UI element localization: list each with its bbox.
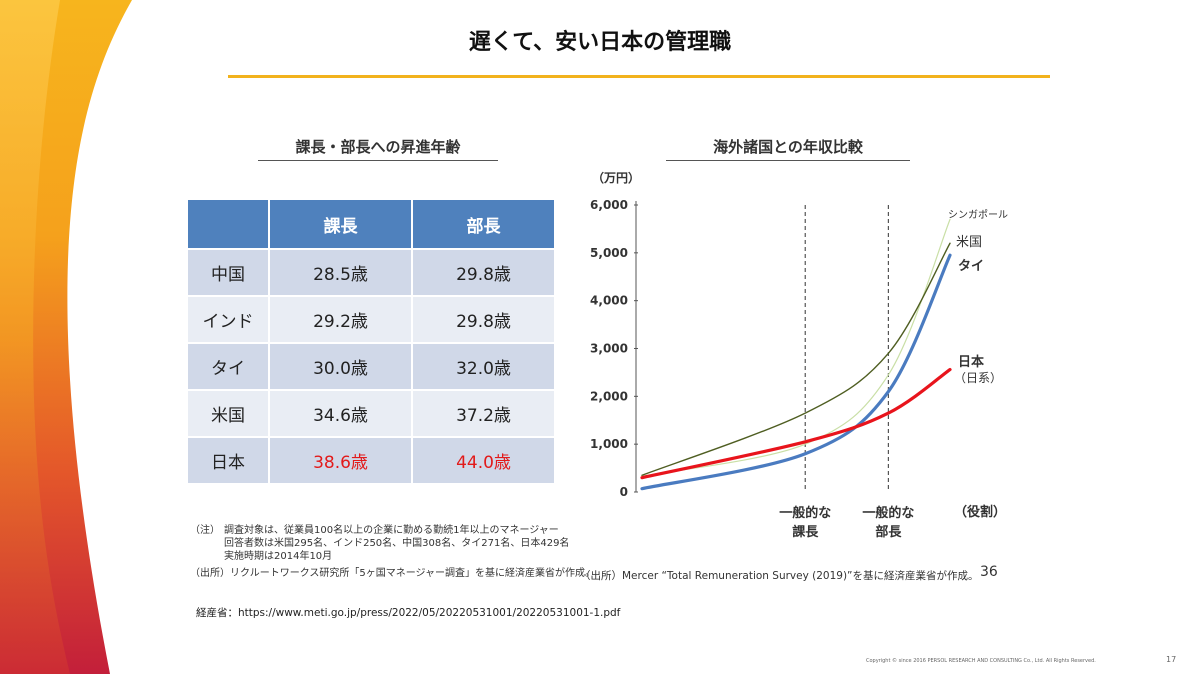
copyright-notice: Copyright © since 2016 PERSOL RESEARCH A… bbox=[866, 658, 1096, 664]
page-number: 17 bbox=[1166, 655, 1177, 664]
kacho-age-cell: 30.0歳 bbox=[268, 342, 413, 391]
series-label: タイ bbox=[958, 259, 984, 274]
page-title: 遅くて、安い日本の管理職 bbox=[468, 30, 732, 55]
table-header-kacho: 課長 bbox=[268, 198, 413, 250]
series-line bbox=[640, 367, 952, 480]
role-marker-label: 一般的な bbox=[862, 505, 914, 521]
right-source: （出所）Mercer “Total Remuneration Survey (2… bbox=[580, 570, 979, 582]
chart-unit-label: （万円） bbox=[592, 170, 640, 185]
series-label: 米国 bbox=[956, 235, 982, 250]
y-tick-label: 3,000 bbox=[590, 342, 628, 356]
role-marker-label: 一般的な bbox=[779, 505, 831, 521]
salary-comparison-chart: （万円） 6,000 5,000 4,000 3,000 2,000 1,000 0 一般的… bbox=[590, 170, 1008, 540]
country-cell: インド bbox=[186, 295, 270, 344]
bucho-age-cell: 29.8歳 bbox=[411, 248, 556, 297]
promotion-age-table: 課長 部長 中国 28.5歳 29.8歳 インド 29.2歳 29.8歳 タイ … bbox=[186, 198, 556, 485]
note-line-3: 実施時期は2014年10月 bbox=[224, 551, 333, 562]
slide-reference-number: 36 bbox=[980, 564, 998, 580]
table-header-blank bbox=[186, 198, 270, 250]
country-cell: 中国 bbox=[186, 248, 270, 297]
y-tick-label: 5,000 bbox=[590, 246, 628, 260]
table-row: 中国 28.5歳 29.8歳 bbox=[186, 248, 556, 297]
note-line-2: 回答者数は米国295名、インド250名、中国308名、タイ271名、日本429名 bbox=[224, 538, 570, 549]
table-row: タイ 30.0歳 32.0歳 bbox=[186, 342, 556, 391]
table-row: インド 29.2歳 29.8歳 bbox=[186, 295, 556, 344]
y-tick-label: 4,000 bbox=[590, 294, 628, 308]
kacho-age-cell: 29.2歳 bbox=[268, 295, 413, 344]
bucho-age-cell: 37.2歳 bbox=[411, 389, 556, 438]
series-label: 日本 bbox=[958, 354, 984, 370]
series-line bbox=[640, 253, 952, 491]
note-label: （注） bbox=[190, 525, 220, 536]
y-tick-label: 2,000 bbox=[590, 389, 628, 403]
kacho-age-cell: 34.6歳 bbox=[268, 389, 413, 438]
country-cell: タイ bbox=[186, 342, 270, 391]
kacho-age-cell: 28.5歳 bbox=[268, 248, 413, 297]
y-tick-label: 6,000 bbox=[590, 198, 628, 212]
bucho-age-cell: 32.0歳 bbox=[411, 342, 556, 391]
y-tick-label: 0 bbox=[620, 485, 628, 499]
series-line bbox=[641, 218, 951, 477]
series-label: シンガポール bbox=[948, 209, 1008, 221]
x-axis-label: （役割） bbox=[954, 504, 1006, 520]
role-marker-label: 課長 bbox=[792, 524, 819, 540]
country-cell: 日本 bbox=[186, 436, 270, 485]
left-source: （出所）リクルートワークス研究所「5ヶ国マネージャー調査」を基に経済産業省が作成… bbox=[190, 568, 596, 579]
role-marker-label: 部長 bbox=[875, 524, 902, 540]
y-tick-label: 1,000 bbox=[590, 437, 628, 451]
series-sublabel: （日系） bbox=[954, 371, 1002, 385]
decorative-swoosh bbox=[0, 0, 132, 674]
bucho-age-cell: 29.8歳 bbox=[411, 295, 556, 344]
promotion-age-subtitle-rule bbox=[258, 160, 498, 161]
series-line bbox=[641, 242, 951, 476]
title-underline bbox=[228, 75, 1050, 78]
kacho-age-cell: 38.6歳 bbox=[268, 436, 413, 485]
table-row: 米国 34.6歳 37.2歳 bbox=[186, 389, 556, 438]
table-header-row: 課長 部長 bbox=[186, 198, 556, 250]
country-cell: 米国 bbox=[186, 389, 270, 438]
source-url: 経産省：https://www.meti.go.jp/press/2022/05… bbox=[196, 607, 621, 619]
bucho-age-cell: 44.0歳 bbox=[411, 436, 556, 485]
table-row: 日本 38.6歳 44.0歳 bbox=[186, 436, 556, 485]
note-line-1: 調査対象は、従業員100名以上の企業に勤める勤続1年以上のマネージャー bbox=[224, 525, 559, 536]
table-header-bucho: 部長 bbox=[411, 198, 556, 250]
salary-comparison-subtitle: 海外諸国との年収比較 bbox=[713, 138, 863, 156]
promotion-age-subtitle: 課長・部長への昇進年齢 bbox=[295, 138, 461, 156]
salary-comparison-subtitle-rule bbox=[666, 160, 910, 161]
